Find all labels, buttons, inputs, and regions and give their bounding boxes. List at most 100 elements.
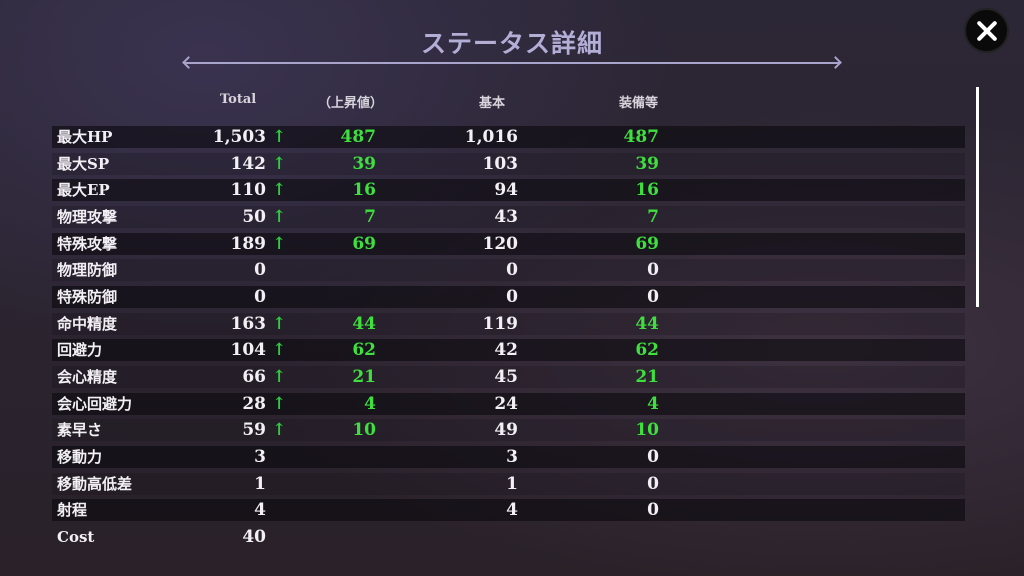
base-value: 4 (506, 500, 518, 521)
equip-value: 16 (635, 180, 659, 201)
increase-value: 10 (352, 420, 376, 441)
status-row: 特殊攻撃 189 ↑ 69 120 69 (52, 232, 965, 255)
increase-value: 21 (352, 367, 376, 388)
status-row: 移動高低差 1 1 0 (52, 472, 965, 495)
base-value: 42 (494, 340, 518, 361)
base-value: 3 (506, 447, 518, 468)
total-value: 59 (242, 420, 266, 441)
equip-value: 4 (647, 393, 659, 414)
status-row: 物理攻撃 50 ↑ 7 43 7 (52, 206, 965, 228)
total-value: 1 (254, 473, 266, 494)
base-value: 49 (494, 420, 518, 441)
base-value: 120 (482, 233, 519, 254)
base-value: 24 (494, 393, 518, 414)
equip-value: 7 (647, 207, 659, 227)
total-value: 163 (230, 313, 267, 334)
total-value: 3 (254, 447, 266, 468)
equip-value: 21 (635, 367, 659, 388)
up-arrow-icon: ↑ (272, 420, 287, 441)
total-value: 1,503 (212, 127, 266, 147)
increase-value: 62 (352, 340, 376, 361)
status-row: 物理防御 0 0 0 (52, 259, 965, 282)
stat-label: 最大EP (57, 181, 110, 200)
equip-value: 62 (635, 340, 659, 361)
base-value: 0 (506, 287, 518, 308)
equip-value: 0 (647, 447, 659, 468)
increase-value: 44 (352, 313, 376, 334)
scrollbar[interactable] (976, 87, 979, 307)
stat-label: 射程 (57, 501, 88, 520)
equip-value: 44 (635, 313, 659, 334)
status-row: 特殊防御 0 0 0 (52, 286, 965, 309)
equip-value: 39 (635, 153, 659, 174)
stat-label: 回避力 (57, 341, 103, 360)
total-value: 142 (230, 153, 267, 174)
status-row: 最大SP 142 ↑ 39 103 39 (52, 152, 965, 175)
stat-label: 最大HP (57, 128, 113, 146)
up-arrow-icon: ↑ (272, 180, 287, 201)
up-arrow-icon: ↑ (272, 207, 287, 227)
stat-label: 会心精度 (57, 368, 118, 387)
total-value: 189 (230, 233, 267, 254)
stat-label: 移動力 (57, 448, 103, 467)
equip-value: 0 (647, 500, 659, 521)
double-arrow-divider (184, 62, 840, 64)
increase-value: 487 (340, 127, 377, 147)
status-row: 命中精度 163 ↑ 44 119 44 (52, 312, 965, 335)
header-increase: （上昇値） (318, 96, 384, 111)
stat-label: 命中精度 (57, 314, 118, 333)
base-value: 1,016 (464, 127, 518, 147)
status-row: 会心精度 66 ↑ 21 45 21 (52, 366, 965, 389)
stat-label: 素早さ (57, 421, 103, 440)
status-row: Cost 40 (52, 526, 965, 548)
equip-value: 487 (623, 127, 660, 147)
up-arrow-icon: ↑ (272, 340, 287, 361)
stat-label: 物理攻撃 (57, 208, 118, 226)
stat-label: 特殊攻撃 (57, 234, 118, 253)
total-value: 0 (254, 260, 266, 281)
increase-value: 39 (352, 153, 376, 174)
base-value: 103 (482, 153, 519, 174)
status-row: 移動力 3 3 0 (52, 446, 965, 469)
equip-value: 0 (647, 260, 659, 281)
header-base: 基本 (479, 96, 506, 111)
total-value: 40 (242, 527, 266, 548)
up-arrow-icon: ↑ (272, 393, 287, 414)
status-row: 回避力 104 ↑ 62 42 62 (52, 339, 965, 362)
total-value: 50 (242, 207, 266, 227)
status-row: 射程 4 4 0 (52, 499, 965, 522)
stat-label: 移動高低差 (57, 474, 133, 493)
header-total: Total (220, 92, 257, 107)
base-value: 1 (506, 473, 518, 494)
up-arrow-icon: ↑ (272, 367, 287, 388)
page-title: ステータス詳細 (420, 29, 603, 58)
total-value: 110 (230, 180, 267, 201)
up-arrow-icon: ↑ (272, 313, 287, 334)
base-value: 43 (494, 207, 518, 227)
increase-value: 7 (364, 207, 376, 227)
total-value: 0 (254, 287, 266, 308)
total-value: 28 (242, 393, 266, 414)
status-row: 最大EP 110 ↑ 16 94 16 (52, 179, 965, 202)
status-row: 会心回避力 28 ↑ 4 24 4 (52, 392, 965, 415)
up-arrow-icon: ↑ (272, 127, 287, 147)
increase-value: 69 (352, 233, 376, 254)
stat-label: Cost (57, 528, 95, 547)
stat-label: 最大SP (57, 154, 110, 173)
total-value: 66 (242, 367, 266, 388)
increase-value: 4 (364, 393, 376, 414)
stat-label: 特殊防御 (57, 288, 118, 307)
increase-value: 16 (352, 180, 376, 201)
base-value: 119 (482, 313, 519, 334)
base-value: 94 (494, 180, 518, 201)
status-row: 素早さ 59 ↑ 10 49 10 (52, 419, 965, 442)
header-equip: 装備等 (619, 96, 659, 111)
equip-value: 69 (635, 233, 659, 254)
base-value: 45 (494, 367, 518, 388)
stat-label: 会心回避力 (57, 394, 133, 413)
equip-value: 0 (647, 473, 659, 494)
total-value: 104 (230, 340, 267, 361)
close-button[interactable] (964, 8, 1009, 53)
up-arrow-icon: ↑ (272, 153, 287, 174)
stat-label: 物理防御 (57, 261, 118, 280)
